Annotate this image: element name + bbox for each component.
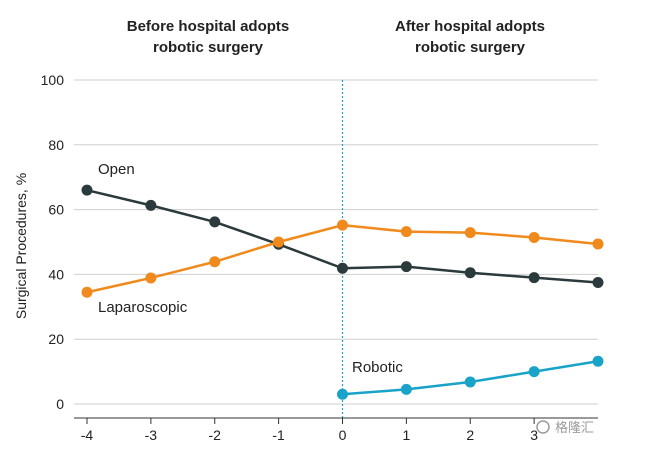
data-point-open (81, 184, 93, 196)
data-point-open (145, 199, 157, 211)
data-point-laparoscopic (337, 219, 348, 231)
data-point-laparoscopic (145, 272, 157, 284)
y-tick-label: 100 (41, 72, 65, 88)
data-point-open (528, 272, 540, 284)
watermark-text: 格隆汇 (555, 420, 594, 436)
data-point-open (400, 261, 412, 273)
x-tick-label: -3 (145, 427, 158, 443)
data-point-open (209, 216, 221, 228)
watermark: 格隆汇 (536, 420, 594, 436)
x-tick-label: -1 (272, 427, 285, 443)
series-laparoscopic (81, 219, 604, 298)
y-tick-label: 20 (48, 331, 64, 347)
data-point-laparoscopic (400, 226, 412, 238)
data-point-robotic (592, 355, 604, 367)
data-point-laparoscopic (273, 236, 285, 248)
series-label-open: Open (98, 161, 135, 178)
y-ticks: 0 20 40 60 80 100 (41, 72, 65, 412)
x-tick-label: 0 (339, 427, 347, 443)
data-point-laparoscopic (81, 286, 93, 298)
data-point-laparoscopic (209, 256, 221, 268)
x-ticks: -4 -3 -2 -1 0 1 2 3 (81, 418, 538, 443)
y-axis-label: Surgical Procedures, % (13, 173, 29, 319)
y-tick-label: 80 (48, 137, 64, 153)
data-point-robotic (337, 388, 348, 400)
series-robotic (337, 355, 604, 400)
data-point-laparoscopic (528, 231, 540, 243)
x-tick-label: 2 (466, 427, 474, 443)
data-point-robotic (400, 383, 412, 395)
data-point-open (592, 277, 604, 288)
grid-lines (74, 79, 598, 405)
y-tick-label: 60 (48, 202, 64, 218)
x-tick-label: -4 (81, 427, 94, 443)
data-point-laparoscopic (464, 227, 476, 239)
series-label-laparoscopic: Laparoscopic (98, 299, 188, 316)
watermark-logo-icon (536, 420, 550, 434)
series-layer (81, 184, 604, 400)
header-before-line2: robotic surgery (153, 39, 264, 56)
series-line-laparoscopic (86, 223, 599, 294)
header-before-line1: Before hospital adopts (127, 18, 290, 35)
header-after-line1: After hospital adopts (395, 18, 545, 35)
data-point-robotic (464, 376, 476, 388)
data-point-open (337, 262, 348, 274)
series-label-robotic: Robotic (352, 359, 403, 376)
y-tick-label: 40 (48, 266, 64, 282)
x-tick-label: -2 (209, 427, 222, 443)
data-point-open (464, 267, 476, 279)
x-tick-label: 3 (530, 427, 538, 443)
x-tick-label: 1 (402, 427, 410, 443)
data-point-robotic (528, 366, 540, 378)
data-point-laparoscopic (592, 238, 604, 250)
y-tick-label: 0 (56, 396, 64, 412)
header-after-line2: robotic surgery (415, 39, 526, 56)
